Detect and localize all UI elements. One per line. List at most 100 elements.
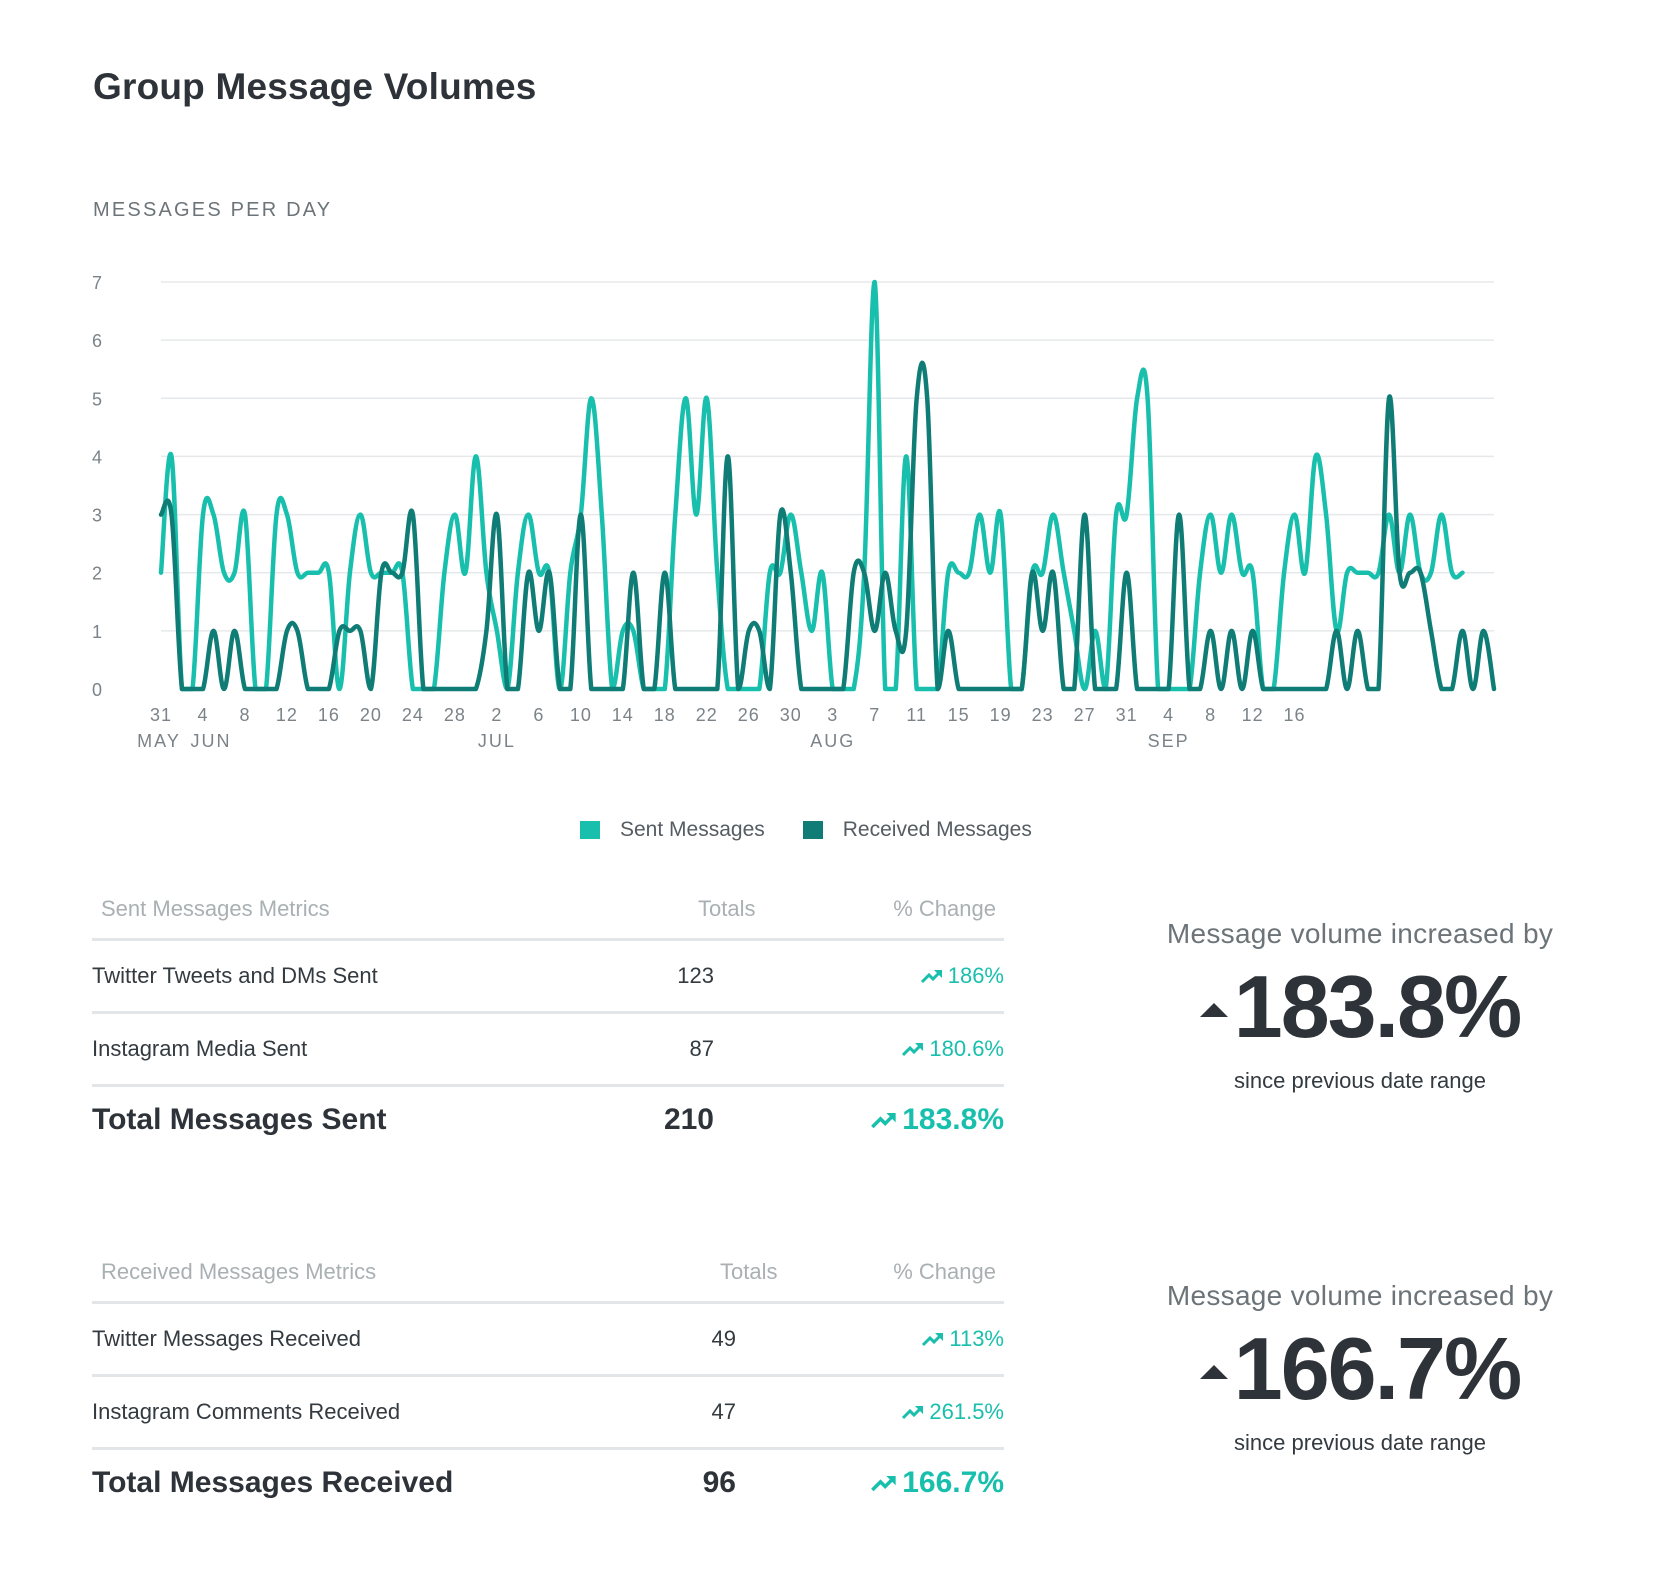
trend-up-icon [922, 1333, 944, 1347]
total-value: 96 [702, 1466, 736, 1499]
header-metrics-label: Sent Messages Metrics [101, 896, 330, 921]
x-tick-label: 2 [491, 705, 502, 725]
caret-up-icon [1199, 1003, 1228, 1017]
x-tick-label: 15 [948, 705, 970, 725]
total-label: Total Messages Sent [92, 1103, 387, 1136]
header-totals: Totals [720, 1259, 778, 1284]
total-change-value: 166.7% [902, 1466, 1004, 1499]
x-tick-label: 22 [696, 705, 718, 725]
x-tick-label: 31 [150, 705, 172, 725]
row-change: 113% [921, 1326, 1004, 1352]
x-tick-label: 12 [276, 705, 298, 725]
x-tick-label: 28 [444, 705, 466, 725]
x-tick-label: 6 [533, 705, 544, 725]
summary-value: 183.8% [1130, 956, 1590, 1058]
row-change-value: 113% [949, 1326, 1004, 1351]
row-change: 261.5% [901, 1399, 1004, 1425]
x-tick-label: 16 [1284, 705, 1306, 725]
trend-up-icon [871, 1113, 896, 1129]
row-total: 47 [711, 1399, 736, 1424]
trend-up-icon [902, 1406, 924, 1420]
table-row: Instagram Media Sent 87 180.6% [92, 1014, 1004, 1087]
legend-item-received[interactable]: Received Messages [802, 818, 1032, 842]
total-change: 166.7% [870, 1466, 1004, 1500]
x-tick-label: 16 [318, 705, 340, 725]
y-tick-label: 6 [92, 331, 102, 351]
legend-swatch-sent [580, 821, 600, 839]
series-line-sent [158, 279, 1465, 692]
row-total: 49 [711, 1326, 736, 1351]
row-total: 123 [677, 963, 714, 988]
x-month-label: MAY [137, 731, 181, 751]
chart-legend: Sent Messages Received Messages [580, 818, 1070, 842]
summary-sub: since previous date range [1234, 1068, 1486, 1093]
series-line-received [158, 360, 1497, 692]
row-label: Instagram Media Sent [92, 1036, 308, 1061]
table-row: Twitter Tweets and DMs Sent 123 186% [92, 941, 1004, 1014]
header-change: % Change [893, 1259, 996, 1284]
y-tick-label: 7 [92, 273, 102, 293]
trend-up-icon [871, 1476, 896, 1492]
received-metrics-table: Received Messages Metrics Totals % Chang… [92, 1235, 1004, 1520]
x-tick-label: 8 [239, 705, 250, 725]
legend-swatch-received [802, 821, 823, 839]
x-tick-label: 23 [1032, 705, 1054, 725]
header-metrics-label: Received Messages Metrics [101, 1259, 377, 1284]
page-title: Group Message Volumes [93, 66, 537, 107]
x-tick-label: 24 [402, 705, 424, 725]
sent-summary: Message volume increased by 183.8% since… [1130, 918, 1590, 1094]
row-change: 186% [920, 963, 1004, 989]
x-month-label: JUL [478, 731, 516, 751]
x-tick-label: 26 [738, 705, 760, 725]
x-tick-label: 8 [1205, 705, 1216, 725]
legend-item-sent[interactable]: Sent Messages [580, 818, 765, 842]
table-row: Twitter Messages Received 49 113% [92, 1304, 1004, 1377]
x-tick-label: 3 [827, 705, 838, 725]
legend-label-received: Received Messages [842, 818, 1032, 841]
summary-value-text: 166.7% [1233, 1319, 1522, 1418]
y-tick-label: 0 [92, 680, 102, 700]
y-tick-label: 3 [92, 506, 102, 526]
table-header: Received Messages Metrics Totals % Chang… [92, 1235, 1004, 1304]
chart-title: MESSAGES PER DAY [93, 199, 333, 221]
x-tick-label: 18 [654, 705, 676, 725]
total-label: Total Messages Received [92, 1466, 454, 1499]
x-tick-label: 4 [197, 705, 208, 725]
header-totals: Totals [698, 896, 756, 921]
received-summary: Message volume increased by 166.7% since… [1130, 1280, 1590, 1456]
row-label: Instagram Comments Received [92, 1399, 401, 1424]
x-tick-label: 19 [990, 705, 1012, 725]
x-tick-label: 27 [1074, 705, 1096, 725]
sent-metrics-table: Sent Messages Metrics Totals % Change Tw… [92, 872, 1004, 1157]
caret-up-icon [1199, 1365, 1228, 1379]
table-row: Instagram Comments Received 47 261.5% [92, 1377, 1004, 1450]
x-month-label: SEP [1148, 731, 1190, 751]
y-tick-label: 2 [92, 564, 102, 584]
x-tick-label: 4 [1163, 705, 1174, 725]
x-tick-label: 11 [906, 705, 927, 725]
summary-sub: since previous date range [1234, 1430, 1486, 1455]
summary-value: 166.7% [1130, 1318, 1590, 1420]
x-tick-label: 12 [1242, 705, 1264, 725]
table-header: Sent Messages Metrics Totals % Change [92, 872, 1004, 941]
x-tick-label: 20 [360, 705, 382, 725]
table-total-row: Total Messages Received 96 166.7% [92, 1450, 1004, 1520]
total-change-value: 183.8% [902, 1103, 1004, 1136]
row-total: 87 [689, 1036, 714, 1061]
row-change-value: 186% [947, 963, 1004, 988]
x-tick-label: 31 [1116, 705, 1138, 725]
summary-value-text: 183.8% [1233, 957, 1522, 1056]
x-tick-label: 30 [780, 705, 802, 725]
legend-label-sent: Sent Messages [620, 818, 765, 841]
x-tick-label: 10 [570, 705, 592, 725]
summary-lead: Message volume increased by [1166, 1280, 1554, 1311]
row-label: Twitter Tweets and DMs Sent [92, 963, 378, 988]
summary-lead: Message volume increased by [1166, 918, 1554, 949]
row-change-value: 180.6% [929, 1036, 1004, 1061]
row-change: 180.6% [901, 1036, 1004, 1062]
y-tick-label: 5 [92, 389, 102, 409]
x-month-label: JUN [190, 731, 231, 751]
x-month-label: AUG [810, 731, 855, 751]
y-tick-label: 4 [92, 447, 102, 467]
